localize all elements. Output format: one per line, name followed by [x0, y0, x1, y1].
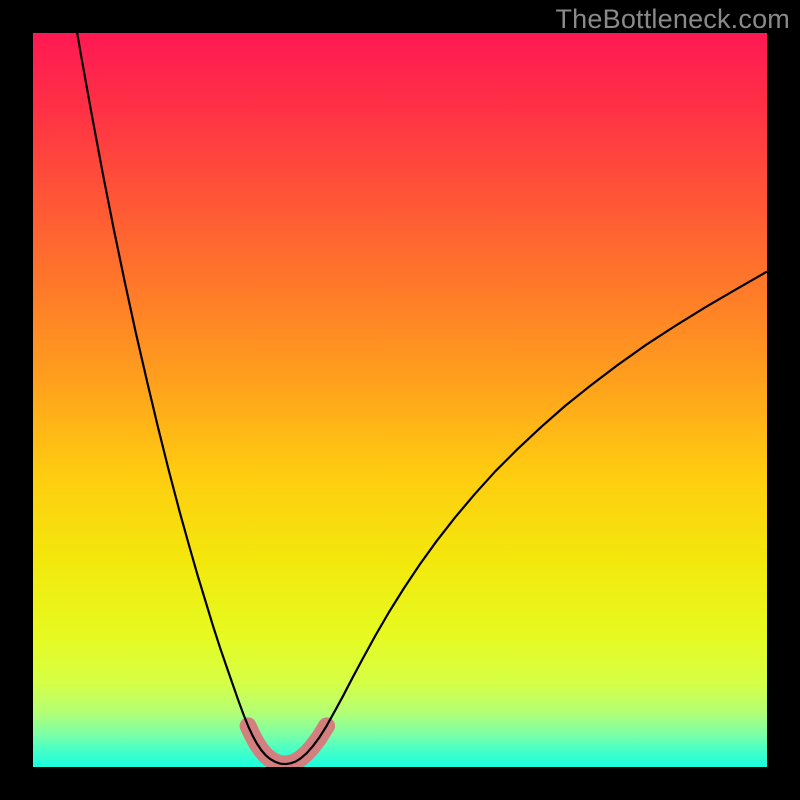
bottleneck-curve-chart [0, 0, 800, 800]
plot-area-gradient [33, 33, 767, 767]
chart-container: TheBottleneck.com [0, 0, 800, 800]
